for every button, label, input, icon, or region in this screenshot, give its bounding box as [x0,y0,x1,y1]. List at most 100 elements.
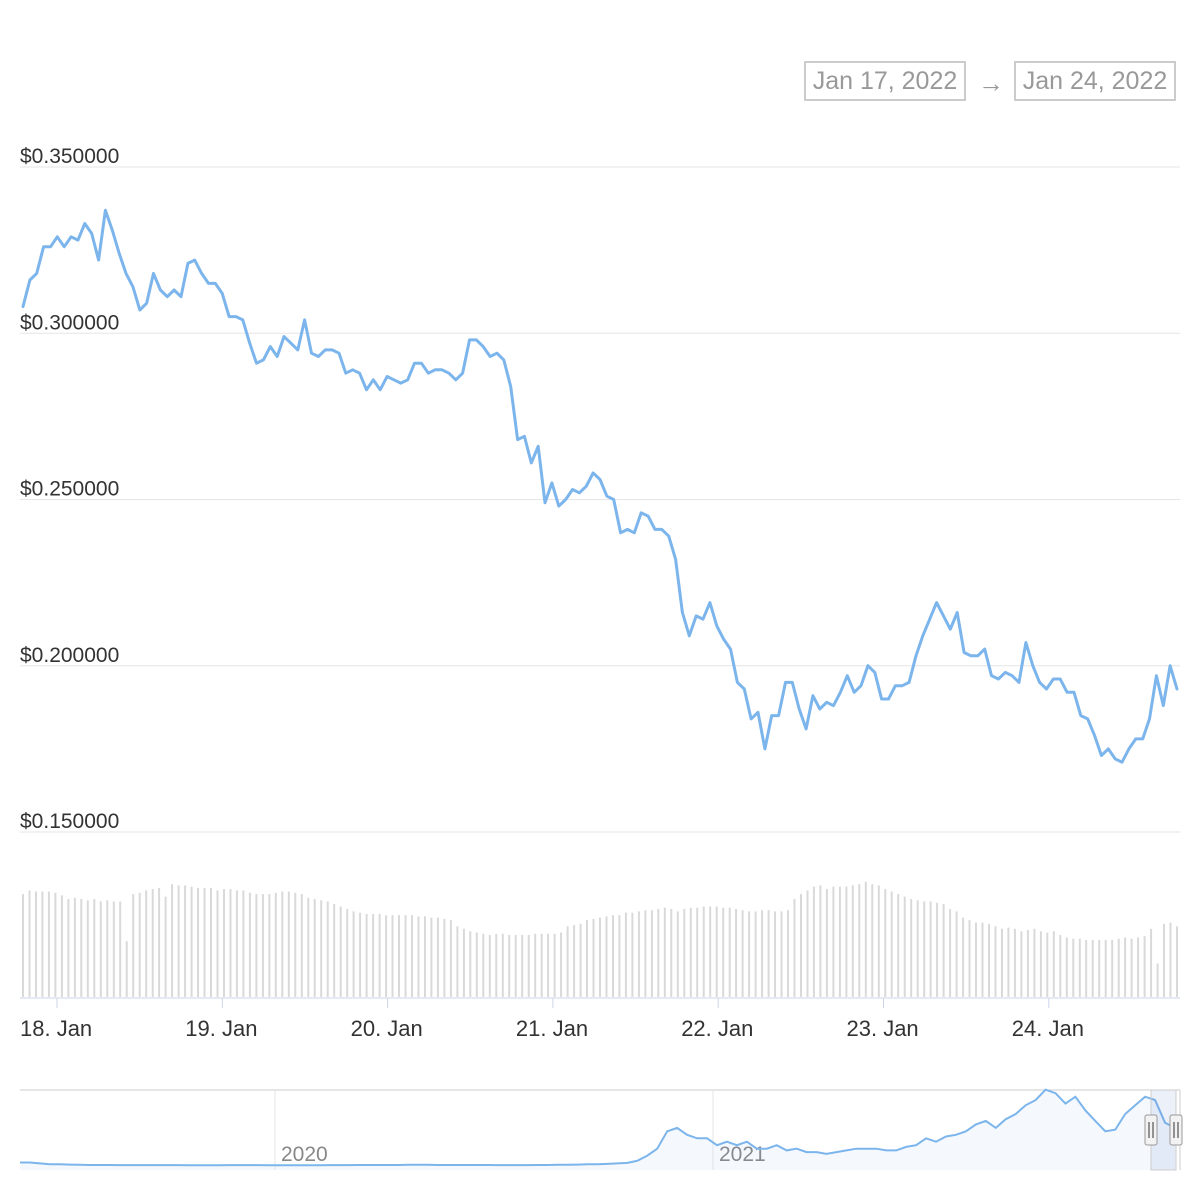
volume-bar [313,899,316,997]
volume-bar [424,916,426,997]
y-tick-label: $0.250000 [20,478,119,501]
volume-bar [1104,940,1107,997]
navigator-year-label: 2021 [719,1143,766,1166]
volume-bar [521,935,524,997]
range-from-input[interactable]: Jan 17, 2022 [804,61,966,101]
volume-bar [968,920,971,997]
volume-bar [430,917,433,997]
volume-bar [566,926,569,997]
navigator-handle-left[interactable] [1144,1114,1158,1146]
volume-bar [151,889,154,997]
volume-bar [553,933,556,997]
volume-bar [216,890,219,997]
volume-bar [670,909,673,997]
navigator-line [20,1088,1176,1167]
volume-bar [767,910,770,997]
volume-bar [988,923,990,997]
volume-bar [1039,931,1042,997]
volume-bar [573,925,576,997]
volume-bar [281,891,284,997]
volume-bar [923,901,926,997]
volume-bar [469,931,472,997]
volume-bar [145,890,148,997]
volume-bar [676,911,679,997]
volume-bar [631,912,634,997]
volume-bar [210,887,212,997]
range-to-input[interactable]: Jan 24, 2022 [1014,61,1176,101]
volume-bar [832,886,835,997]
navigator-handle-right[interactable] [1169,1114,1183,1146]
volume-bar [637,911,640,997]
volume-bar [1072,938,1075,997]
volume-bar [119,901,122,997]
volume-bar [73,897,76,997]
x-axis: 18. Jan 19. Jan 20. Jan 21. Jan 22. Jan 23. J… [20,997,1180,1041]
volume-bar [540,933,543,997]
volume-bar [1117,938,1120,997]
navigator[interactable]: 2020 2021 [20,1088,1183,1171]
volume-bar [333,904,336,997]
volume-bar [106,900,109,997]
volume-bar [268,894,271,997]
volume-bar [307,897,310,997]
volume-bar [618,915,621,997]
volume-bar [112,901,115,997]
volume-bar [735,909,738,997]
volume-bar [365,913,368,997]
volume-bar [385,915,388,997]
volume-bar [462,928,465,997]
volume-bar [579,923,582,997]
volume-bar [709,906,712,997]
price-line [21,208,1179,764]
y-tick-label: $0.350000 [20,145,119,168]
volume-bar [248,892,251,997]
volume-bar [1052,931,1055,997]
volume-bar [1169,922,1172,997]
volume-bar [975,922,977,997]
range-arrow-icon: → [978,68,1004,98]
volume-bars [22,881,1178,997]
y-tick-label: $0.150000 [20,810,119,833]
volume-bar [28,890,31,997]
volume-bar [1026,930,1029,997]
volume-bar [793,899,796,997]
volume-bar [125,941,128,997]
y-tick-label: $0.200000 [20,644,119,667]
x-tick-label: 23. Jan [847,1016,919,1041]
volume-bar [35,891,37,997]
volume-bar [741,910,744,997]
volume-bar [748,911,751,997]
volume-bar [605,916,608,997]
volume-bar [754,911,757,997]
volume-bar [761,910,764,997]
volume-bar [1150,928,1153,997]
volume-bar [171,884,174,997]
volume-bar [774,911,776,997]
volume-bar [787,910,789,997]
volume-bar [1098,940,1101,997]
volume-bar [916,900,919,997]
volume-bar [197,887,199,997]
volume-bar [235,890,238,997]
volume-bar [994,926,997,997]
volume-bar [495,933,498,997]
volume-bar [586,920,588,997]
volume-bar [229,889,232,997]
volume-bar [320,900,323,997]
volume-bar [910,899,913,997]
volume-bar [812,886,815,997]
volume-bar [1091,940,1094,997]
volume-bar [255,894,258,997]
volume-bar [1176,926,1178,997]
volume-bar [372,913,375,997]
volume-bar [294,892,297,997]
volume-bar [1013,928,1016,997]
volume-bar [825,889,828,997]
volume-bar [871,884,874,997]
volume-bar [1085,940,1088,997]
volume-bar [326,901,329,997]
volume-bar [599,917,601,997]
volume-bar [158,887,161,997]
y-axis-labels: $0.350000 $0.300000 $0.250000 $0.200000 $0.1… [20,145,119,833]
